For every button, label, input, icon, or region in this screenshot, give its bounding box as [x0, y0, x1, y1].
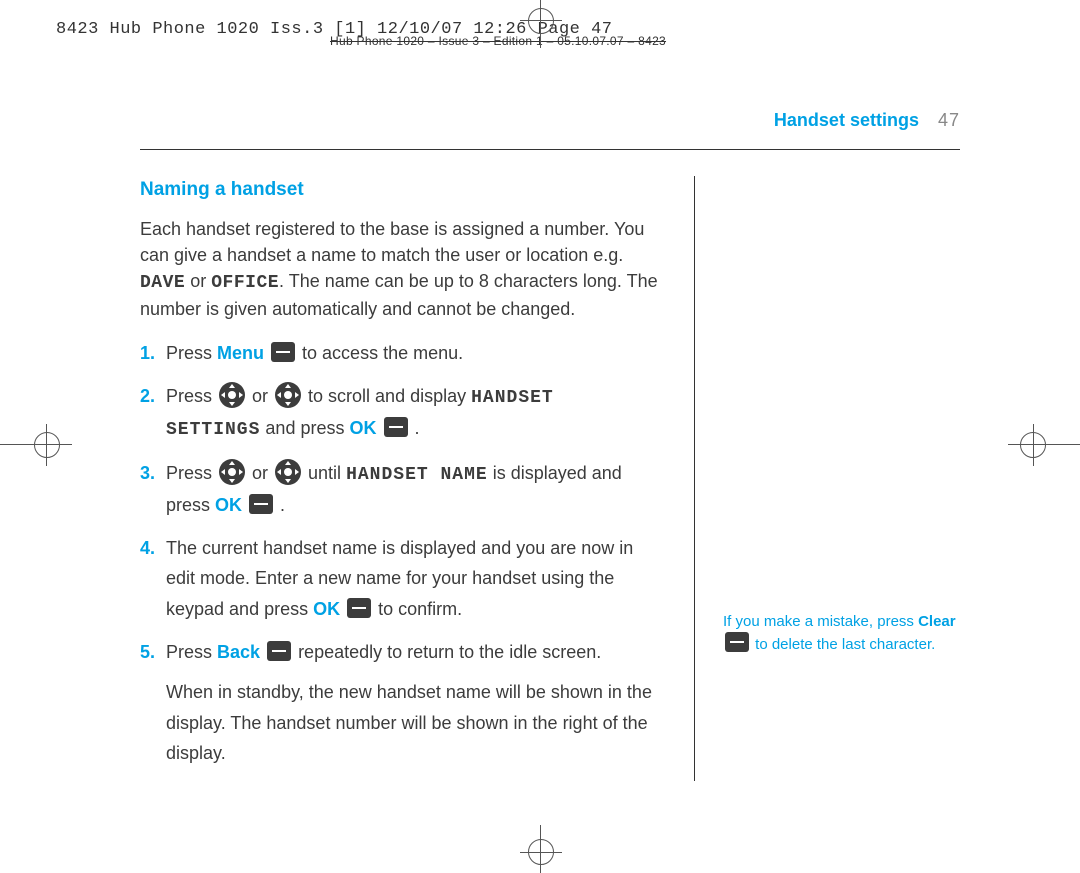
step1-text-b: to access the menu. [297, 343, 463, 363]
intro-text-2: or [185, 271, 211, 291]
example-name-office: OFFICE [211, 273, 279, 293]
two-column-layout: Naming a handset Each handset registered… [140, 176, 960, 781]
sidebar-tip: If you make a mistake, press Clear to de… [723, 612, 960, 656]
header-rule [140, 149, 960, 150]
step2-text-e: . [410, 418, 420, 438]
softkey-icon [271, 342, 295, 362]
ok-label: OK [215, 495, 242, 515]
step5-tail: When in standby, the new handset name wi… [166, 682, 652, 763]
intro-text-1: Each handset registered to the base is a… [140, 219, 644, 265]
page-number: 47 [938, 110, 960, 130]
pdf-crop-subheader: Hub Phone 1020 – Issue 3 – Edition 1 – 0… [330, 34, 666, 48]
lcd-handset-name: HANDSET NAME [346, 465, 488, 485]
step-2: Press or to scroll and display HANDSET S… [166, 381, 658, 446]
softkey-icon [384, 417, 408, 437]
step1-text-a: Press [166, 343, 217, 363]
softkey-icon [249, 494, 273, 514]
nav-key-icon [275, 459, 301, 485]
example-name-dave: DAVE [140, 273, 185, 293]
steps-list: Press Menu to access the menu. Press or … [140, 338, 658, 769]
nav-key-icon [219, 459, 245, 485]
section-title: Handset settings [774, 110, 919, 130]
softkey-icon [347, 598, 371, 618]
nav-key-icon [219, 382, 245, 408]
step4-text-b: to confirm. [373, 599, 462, 619]
ok-label: OK [349, 418, 376, 438]
menu-label: Menu [217, 343, 264, 363]
nav-key-icon [275, 382, 301, 408]
tip-text-a: If you make a mistake, press [723, 613, 918, 630]
step5-text-a: Press [166, 642, 217, 662]
step3-text-e: . [275, 495, 285, 515]
step-3: Press or until HANDSET NAME is displayed… [166, 458, 658, 521]
sidebar-column: If you make a mistake, press Clear to de… [694, 176, 960, 781]
subsection-heading: Naming a handset [140, 176, 658, 204]
registration-mark-left [0, 432, 80, 462]
running-header: Handset settings 47 [140, 110, 960, 131]
step-4: The current handset name is displayed an… [166, 533, 658, 625]
registration-mark-top [528, 0, 558, 48]
step-5: Press Back repeatedly to return to the i… [166, 637, 658, 769]
registration-mark-right [1000, 432, 1080, 462]
step-1: Press Menu to access the menu. [166, 338, 658, 369]
step5-text-b: repeatedly to return to the idle screen. [293, 642, 601, 662]
softkey-icon [267, 641, 291, 661]
step3-text-a: Press [166, 463, 217, 483]
intro-paragraph: Each handset registered to the base is a… [140, 216, 658, 322]
main-column: Naming a handset Each handset registered… [140, 176, 658, 781]
step3-text-c: until [303, 463, 346, 483]
step3-text-b: or [247, 463, 273, 483]
ok-label: OK [313, 599, 340, 619]
content-area: Handset settings 47 Naming a handset Eac… [140, 110, 960, 781]
tip-text-b: to delete the last character. [751, 636, 935, 653]
registration-mark-bottom [528, 817, 558, 873]
step2-text-b: or [247, 386, 273, 406]
step2-text-d: and press [260, 418, 349, 438]
clear-label: Clear [918, 613, 956, 630]
step2-text-a: Press [166, 386, 217, 406]
softkey-icon [725, 632, 749, 652]
page-root: 8423 Hub Phone 1020 Iss.3 [1] 12/10/07 1… [0, 0, 1080, 873]
step2-text-c: to scroll and display [303, 386, 471, 406]
back-label: Back [217, 642, 260, 662]
